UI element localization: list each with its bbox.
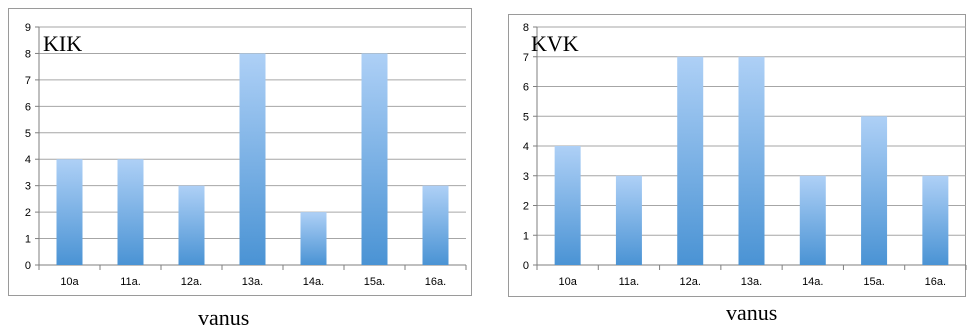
bar-kik-2 [178, 185, 205, 265]
bar-kvk-0 [554, 146, 581, 265]
bar-kik-1 [117, 159, 144, 265]
chart-panel-kik: 0 1 2 3 4 5 6 7 8 9 10a 11a. 12a. 13a. 14a. 15a. 16a. KI… [8, 8, 472, 296]
x-tick-label-kik-6: 16a. [425, 276, 446, 288]
x-tick-label-kvk-5: 15a. [863, 276, 884, 288]
y-tick-label-kvk-7: 7 [523, 52, 529, 64]
y-tick-label-kvk-8: 8 [523, 22, 529, 34]
x-tick-label-kik-0: 10a [60, 276, 79, 288]
y-tick-label-kik-2: 2 [25, 207, 31, 219]
bar-kik-4 [300, 212, 327, 265]
bar-kik-3 [239, 53, 266, 265]
y-tick-label-kvk-6: 6 [523, 82, 529, 94]
y-tick-label-kvk-4: 4 [523, 141, 529, 153]
y-tick-label-kvk-2: 2 [523, 201, 529, 213]
bar-kvk-5 [861, 116, 888, 265]
bar-kik-5 [361, 53, 388, 265]
chart-panel-kvk: 0 1 2 3 4 5 6 7 8 10a 11a. 12a. 13a. 14a. 15a. 16a. KVK [508, 14, 967, 297]
x-tick-label-kvk-2: 12a. [680, 276, 701, 288]
y-tick-label-kik-5: 5 [25, 128, 31, 140]
y-tick-label-kik-7: 7 [25, 75, 31, 87]
y-tick-label-kvk-1: 1 [523, 230, 529, 242]
x-axis-label-kik: vanus [198, 305, 250, 330]
bar-kvk-6 [922, 175, 949, 265]
y-tick-label-kvk-5: 5 [523, 111, 529, 123]
x-tick-label-kik-1: 11a. [120, 276, 141, 288]
y-tick-label-kvk-3: 3 [523, 171, 529, 183]
y-tick-label-kik-0: 0 [25, 260, 31, 272]
bar-kik-0 [56, 159, 83, 265]
x-tick-label-kvk-3: 13a. [741, 276, 762, 288]
x-tick-label-kik-4: 14a. [303, 276, 324, 288]
x-tick-label-kik-5: 15a. [364, 276, 385, 288]
chart-kik: 0 1 2 3 4 5 6 7 8 9 10a 11a. 12a. 13a. 14a. 15a. 16a. [25, 22, 467, 288]
x-tick-label-kvk-0: 10a [558, 276, 577, 288]
chart-title-kik: KIK [43, 31, 83, 56]
x-axis-label-kvk: vanus [726, 300, 778, 325]
y-tick-label-kik-6: 6 [25, 101, 31, 113]
y-tick-label-kik-3: 3 [25, 181, 31, 193]
chart-title-kvk: KVK [531, 31, 579, 56]
bar-kvk-1 [615, 175, 642, 265]
bar-kvk-4 [799, 175, 826, 265]
y-tick-label-kvk-0: 0 [523, 260, 529, 272]
y-tick-label-kik-4: 4 [25, 154, 31, 166]
x-tick-label-kik-3: 13a. [242, 276, 263, 288]
bar-kik-6 [422, 185, 449, 265]
x-tick-label-kik-2: 12a. [181, 276, 202, 288]
bar-kvk-3 [738, 56, 765, 265]
x-tick-label-kvk-6: 16a. [925, 276, 946, 288]
y-tick-label-kik-8: 8 [25, 48, 31, 60]
y-tick-label-kik-1: 1 [25, 234, 31, 246]
chart-kvk: 0 1 2 3 4 5 6 7 8 10a 11a. 12a. 13a. 14a. 15a. 16a. [523, 22, 967, 288]
y-tick-label-kik-9: 9 [25, 22, 31, 34]
x-tick-label-kvk-4: 14a. [802, 276, 823, 288]
x-tick-label-kvk-1: 11a. [619, 276, 640, 288]
bar-kvk-2 [677, 56, 704, 265]
